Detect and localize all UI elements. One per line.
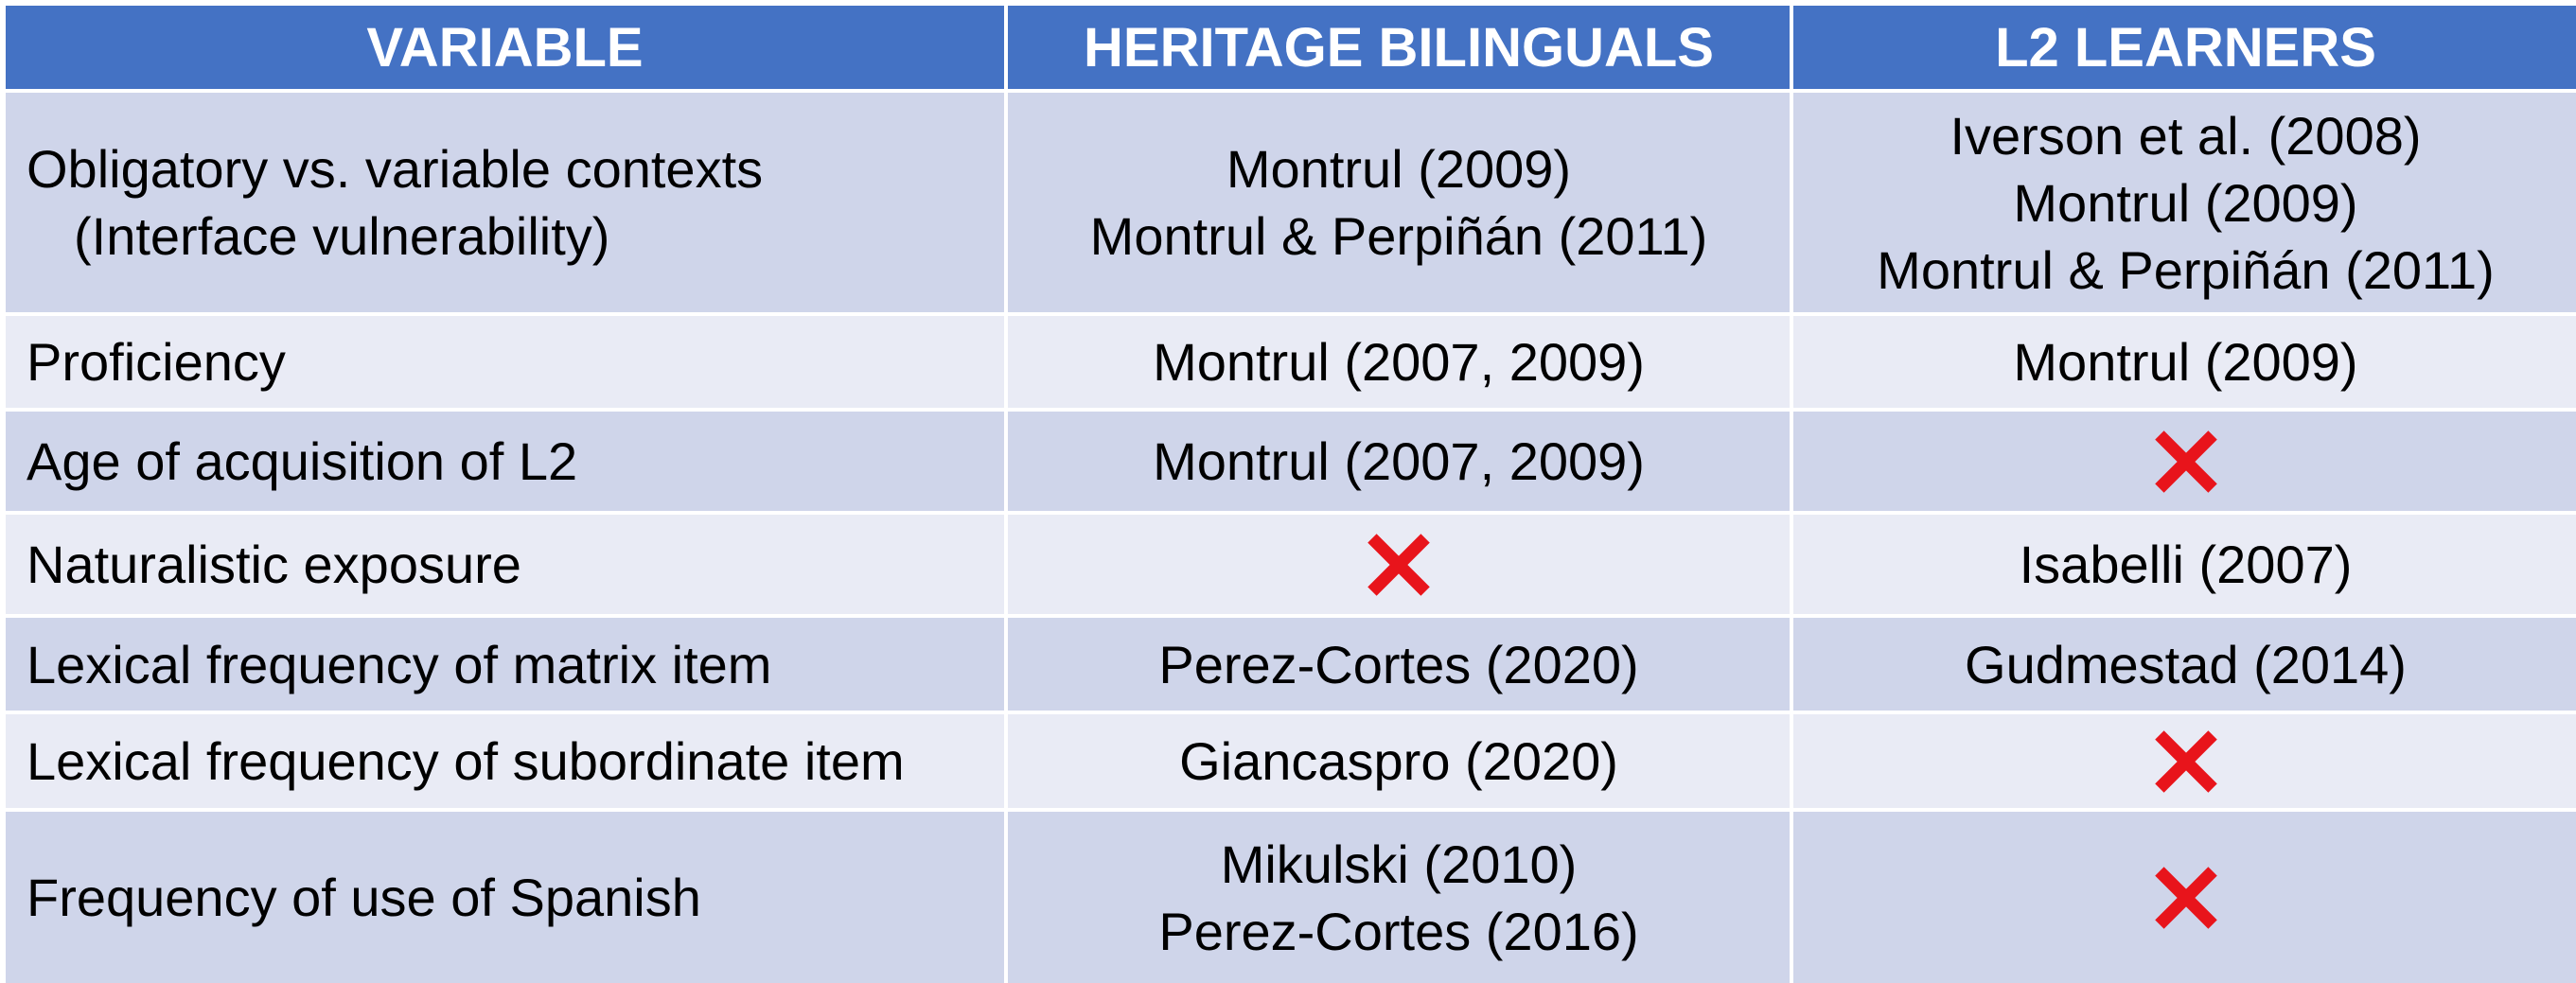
row-3-variable: Naturalistic exposure [6, 515, 1004, 614]
red-x-icon [1367, 533, 1430, 596]
row-2-heritage: Montrul (2007, 2009) [1008, 412, 1790, 511]
citation: Giancaspro (2020) [1179, 731, 1618, 791]
variable-line: Age of acquisition of L2 [26, 431, 578, 491]
variable-line: Naturalistic exposure [26, 535, 521, 594]
citation: Montrul & Perpiñán (2011) [1877, 239, 2495, 300]
variable-line: (Interface vulnerability) [74, 206, 610, 266]
header-variable: VARIABLE [6, 6, 1004, 89]
red-x-icon [2154, 729, 2217, 793]
citation: Montrul (2009) [1226, 139, 1572, 199]
row-1-l2: Montrul (2009) [1793, 316, 2576, 408]
citation: Iverson et al. (2008) [1950, 105, 2422, 166]
variable-line: Lexical frequency of matrix item [26, 634, 772, 694]
citation: Montrul (2009) [2013, 332, 2358, 392]
citation: Montrul (2007, 2009) [1153, 431, 1645, 491]
row-6-l2 [1793, 812, 2576, 983]
row-1-heritage: Montrul (2007, 2009) [1008, 316, 1790, 408]
citation: Mikulski (2010) [1220, 834, 1578, 894]
citation: Montrul & Perpiñán (2011) [1089, 206, 1708, 266]
row-3-heritage [1008, 515, 1790, 614]
row-5-l2 [1793, 714, 2576, 808]
row-5-variable: Lexical frequency of subordinate item [6, 714, 1004, 808]
row-6-heritage: Mikulski (2010) Perez-Cortes (2016) [1008, 812, 1790, 983]
variable-line: Lexical frequency of subordinate item [26, 731, 905, 791]
row-1-variable: Proficiency [6, 316, 1004, 408]
variable-line: Proficiency [26, 332, 286, 392]
row-4-variable: Lexical frequency of matrix item [6, 618, 1004, 711]
variable-line: Obligatory vs. variable contexts [26, 139, 764, 199]
row-4-heritage: Perez-Cortes (2020) [1008, 618, 1790, 711]
row-0-variable: Obligatory vs. variable contexts (Interf… [6, 93, 1004, 312]
row-6-variable: Frequency of use of Spanish [6, 812, 1004, 983]
citation: Isabelli (2007) [2019, 535, 2353, 594]
row-3-l2: Isabelli (2007) [1793, 515, 2576, 614]
variable-line: Frequency of use of Spanish [26, 868, 701, 927]
row-5-heritage: Giancaspro (2020) [1008, 714, 1790, 808]
citation: Perez-Cortes (2020) [1158, 634, 1639, 694]
row-0-l2: Iverson et al. (2008) Montrul (2009) Mon… [1793, 93, 2576, 312]
citation: Perez-Cortes (2016) [1158, 901, 1639, 961]
red-x-icon [2154, 430, 2217, 493]
red-x-icon [2154, 866, 2217, 929]
citation: Montrul (2009) [2013, 172, 2358, 233]
row-4-l2: Gudmestad (2014) [1793, 618, 2576, 711]
header-heritage-bilinguals: HERITAGE BILINGUALS [1008, 6, 1790, 89]
row-2-l2 [1793, 412, 2576, 511]
row-0-heritage: Montrul (2009) Montrul & Perpiñán (2011) [1008, 93, 1790, 312]
row-2-variable: Age of acquisition of L2 [6, 412, 1004, 511]
citation: Gudmestad (2014) [1965, 634, 2407, 694]
citation: Montrul (2007, 2009) [1153, 332, 1645, 392]
comparison-table: VARIABLE HERITAGE BILINGUALS L2 LEARNERS… [6, 6, 2576, 983]
header-l2-learners: L2 LEARNERS [1793, 6, 2576, 89]
